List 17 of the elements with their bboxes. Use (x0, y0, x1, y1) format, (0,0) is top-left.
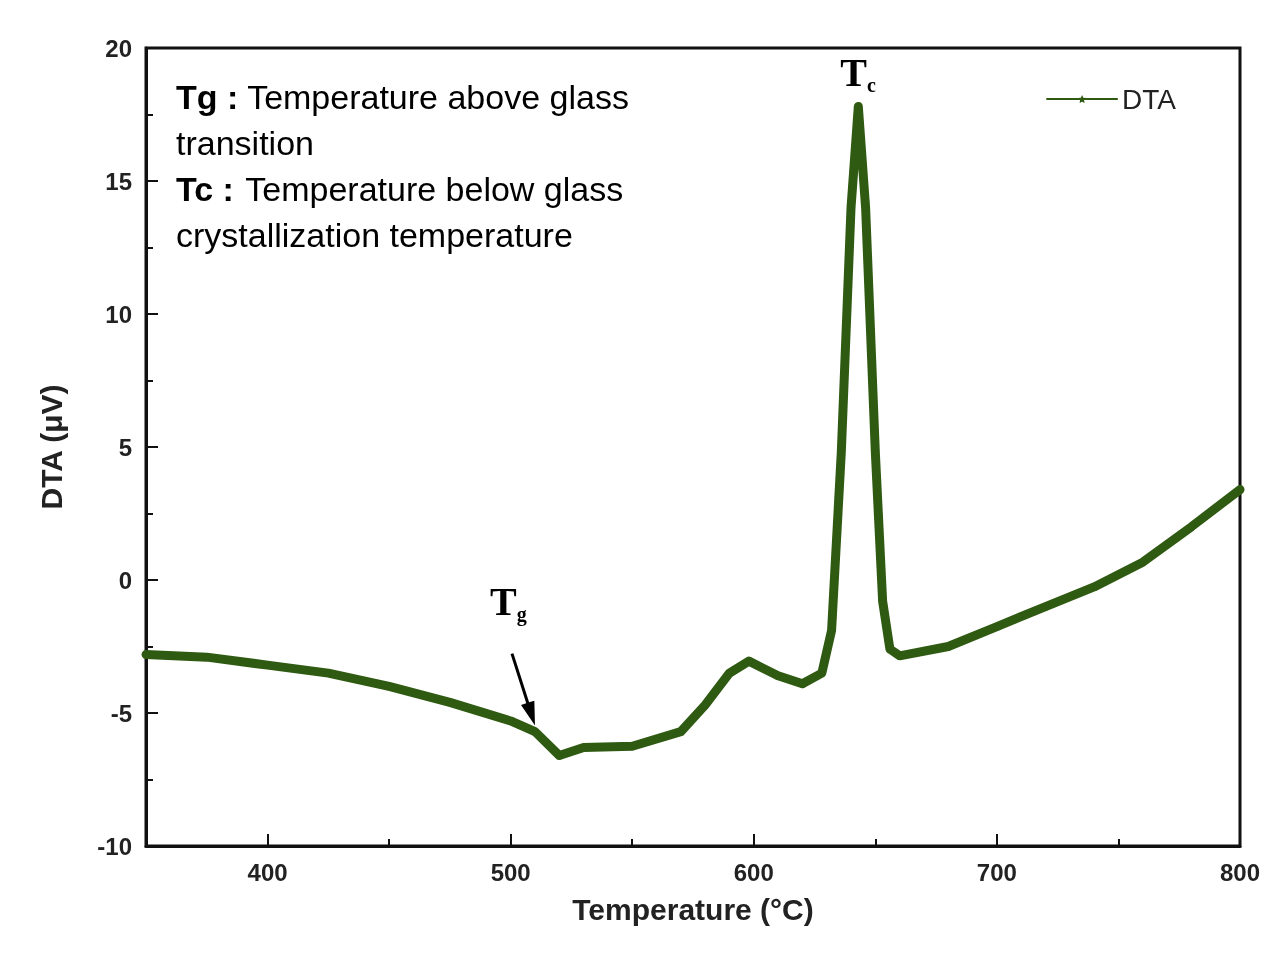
x-tick-label: 400 (247, 858, 288, 886)
y-tick-label: 5 (118, 433, 132, 461)
x-tick-label: 500 (490, 858, 531, 886)
annotation: Tc : Temperature below glass crystallization temperature (176, 170, 633, 254)
y-tick-label: 20 (105, 34, 132, 62)
x-tick-label: 600 (733, 858, 774, 886)
y-tick-label: 0 (118, 566, 132, 594)
y-tick-label: 15 (105, 167, 132, 195)
y-tick-label: -10 (97, 832, 132, 860)
x-tick-label: 700 (976, 858, 1017, 886)
legend-label: DTA (1122, 83, 1177, 115)
y-tick-label: -5 (110, 699, 132, 727)
annotation: Tg : Temperature above glass transition (176, 78, 639, 162)
x-axis-title: Temperature (°C) (572, 892, 814, 926)
x-tick-label: 800 (1219, 858, 1261, 886)
y-axis-title: DTA (μV) (34, 384, 68, 510)
y-tick-label: 10 (105, 300, 132, 328)
